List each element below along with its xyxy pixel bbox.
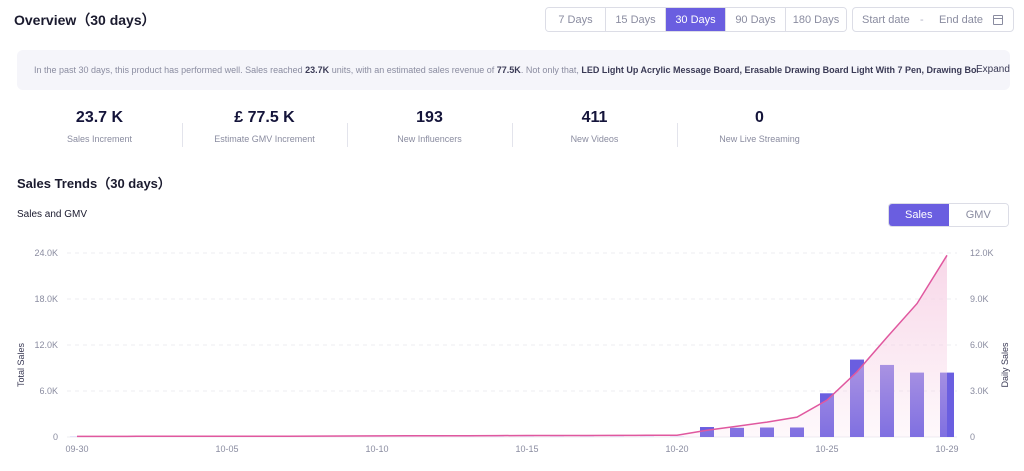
x-tick-label: 10-10 <box>365 444 388 454</box>
stat-value: £ 77.5 K <box>234 109 295 126</box>
total-sales-area <box>77 255 947 437</box>
tab-7-days[interactable]: 7 Days <box>546 8 606 31</box>
stats-row: 23.7 K Sales Increment £ 77.5 K Estimate… <box>17 104 1010 152</box>
x-tick-label: 10-20 <box>665 444 688 454</box>
stat-label: New Videos <box>570 134 619 144</box>
calendar-icon[interactable] <box>993 15 1003 25</box>
stat-new-videos: 411 New Videos <box>512 104 677 152</box>
left-tick-label: 18.0K <box>34 294 58 304</box>
divider <box>512 123 513 147</box>
left-tick-label: 12.0K <box>34 340 58 350</box>
tab-90-days[interactable]: 90 Days <box>726 8 786 31</box>
sales-toggle-button[interactable]: Sales <box>889 204 949 226</box>
stat-label: Estimate GMV Increment <box>214 134 315 144</box>
x-axis: 09-30 10-05 10-10 10-15 10-20 10-25 10-29 <box>65 444 958 454</box>
stat-label: Sales Increment <box>66 134 133 144</box>
left-tick-label: 0 <box>53 432 58 442</box>
stat-value: 23.7 K <box>75 109 124 126</box>
line-layer <box>77 254 948 438</box>
x-tick-label: 10-05 <box>215 444 238 454</box>
right-tick-label: 6.0K <box>970 340 989 350</box>
stat-value: 193 <box>416 109 443 126</box>
start-date-input[interactable]: Start date <box>862 13 910 26</box>
total-sales-line <box>77 254 948 438</box>
stat-new-live-streaming: 0 New Live Streaming <box>677 104 842 152</box>
stat-sales-increment: 23.7 K Sales Increment <box>17 104 182 152</box>
date-separator: - <box>920 13 924 26</box>
left-tick-label: 24.0K <box>34 248 58 258</box>
x-tick-label: 10-29 <box>935 444 958 454</box>
right-tick-label: 0 <box>970 432 975 442</box>
right-axis-title: Daily Sales <box>1000 342 1010 388</box>
stat-label: New Live Streaming <box>719 134 800 144</box>
stat-label: New Influencers <box>397 134 462 144</box>
stat-new-influencers: 193 New Influencers <box>347 104 512 152</box>
end-date-input[interactable]: End date <box>939 13 984 26</box>
x-tick-label: 10-25 <box>815 444 838 454</box>
tab-30-days[interactable]: 30 Days <box>666 8 726 31</box>
left-axis-title: Total Sales <box>16 342 26 387</box>
area-layer <box>77 255 947 437</box>
summary-text: In the past 30 days, this product has pe… <box>34 65 978 75</box>
right-tick-label: 9.0K <box>970 294 989 304</box>
expand-link[interactable]: Expand <box>976 64 1010 75</box>
left-axis: 0 6.0K 12.0K 18.0K 24.0K <box>34 248 58 442</box>
gmv-toggle-button[interactable]: GMV <box>948 204 1008 226</box>
date-range-picker[interactable]: Start date - End date <box>852 7 1014 32</box>
date-range-tabs: 7 Days 15 Days 30 Days 90 Days 180 Days <box>545 7 847 32</box>
divider <box>677 123 678 147</box>
stat-gmv-increment: £ 77.5 K Estimate GMV Increment <box>182 104 347 152</box>
stat-value: 411 <box>581 109 608 126</box>
sales-trends-title: Sales Trends（30 days） <box>17 176 171 191</box>
overview-title: Overview（30 days） <box>14 12 156 28</box>
right-axis: 0 3.0K 6.0K 9.0K 12.0K <box>970 248 994 442</box>
left-tick-label: 6.0K <box>39 386 58 396</box>
x-tick-label: 10-15 <box>515 444 538 454</box>
chart-subtitle: Sales and GMV <box>17 209 88 220</box>
overview-summary: In the past 30 days, this product has pe… <box>17 50 1010 90</box>
divider <box>347 123 348 147</box>
tab-180-days[interactable]: 180 Days <box>786 8 846 31</box>
stat-value: 0 <box>755 109 764 126</box>
right-tick-label: 12.0K <box>970 248 994 258</box>
right-tick-label: 3.0K <box>970 386 989 396</box>
divider <box>182 123 183 147</box>
metric-toggle: Sales GMV <box>888 203 1009 227</box>
x-tick-label: 09-30 <box>65 444 88 454</box>
tab-15-days[interactable]: 15 Days <box>606 8 666 31</box>
